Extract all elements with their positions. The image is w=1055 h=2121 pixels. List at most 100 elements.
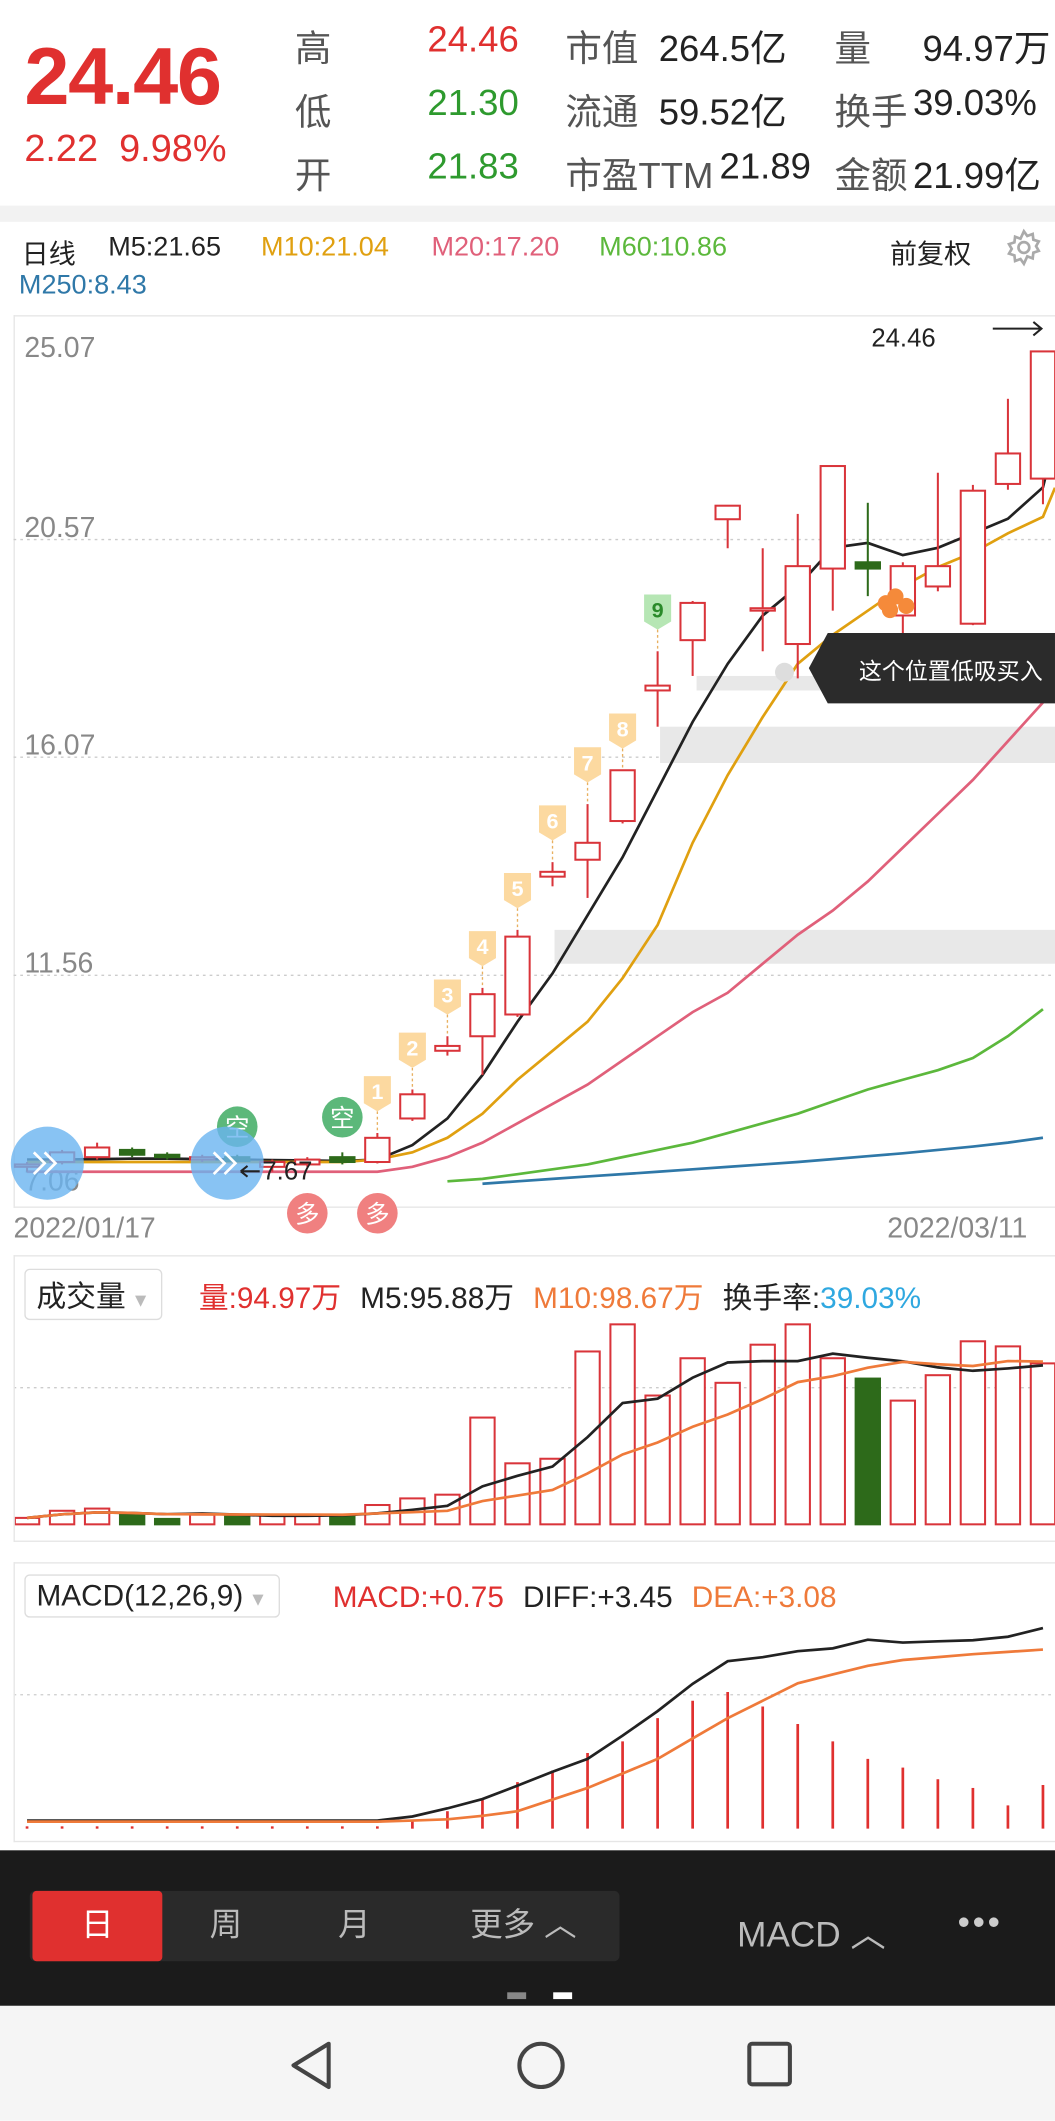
quote-value: 59.52亿 — [658, 91, 787, 133]
quote-value: 21.99亿 — [912, 155, 1041, 197]
candle — [644, 651, 671, 727]
dropdown-icon: ▼ — [248, 1587, 268, 1610]
countdown-label: 8 — [617, 716, 629, 741]
candle-body — [469, 993, 496, 1038]
candle — [329, 1152, 356, 1165]
quote-label: 换手 — [834, 91, 908, 133]
gear-icon[interactable] — [1004, 227, 1045, 274]
candle-body — [434, 1044, 461, 1052]
recent-apps-icon[interactable] — [744, 2038, 798, 2092]
chevrons-icon — [32, 1151, 58, 1175]
price-axis-label: 16.07 — [24, 729, 95, 761]
candle-body — [118, 1148, 146, 1156]
divider — [0, 205, 1055, 222]
volume-legend: 量:94.97万 M5:95.88万 M10:98.67万 换手率:39.03% — [199, 1274, 921, 1317]
quote-value: 21.89 — [719, 146, 811, 187]
countdown-label: 2 — [406, 1036, 418, 1061]
quote-label: 低 — [294, 91, 332, 133]
candle — [118, 1147, 146, 1158]
macd-panel[interactable] — [13, 1562, 1055, 1843]
volume-bar — [784, 1323, 811, 1526]
price-axis-label: 11.56 — [24, 948, 93, 980]
support-zone — [660, 726, 1055, 763]
signal-label: 多 — [365, 1202, 389, 1229]
candle-body — [539, 870, 566, 878]
quote-label: 量 — [834, 28, 872, 69]
turnover-value: 39.03% — [820, 1280, 922, 1315]
start-date: 2022/01/17 — [13, 1213, 156, 1245]
volume-bar — [118, 1513, 146, 1526]
price-axis-label: 25.07 — [24, 332, 95, 364]
macd-value: MACD:+0.75 — [332, 1579, 504, 1614]
indicator-menu-button[interactable]: MACD ︿ — [737, 1913, 886, 1955]
candle — [504, 929, 531, 1017]
macd-indicator-selector[interactable]: MACD(12,26,9) ▼ — [24, 1574, 280, 1618]
candle-body — [504, 935, 531, 1016]
candle-body — [609, 769, 636, 823]
countdown-marker — [468, 931, 496, 967]
ma-legend-m10: M10:21.04 — [261, 232, 389, 263]
volume-bar — [469, 1416, 496, 1526]
candle — [924, 472, 952, 592]
volume-bar — [644, 1394, 671, 1526]
volume-bar — [749, 1343, 776, 1526]
candle-body — [294, 1158, 321, 1166]
signal-label: 多 — [295, 1202, 319, 1229]
ma-line-m250 — [482, 1136, 1044, 1186]
volume-ma10-line — [26, 1359, 1043, 1520]
period-label[interactable]: 日线 — [21, 240, 76, 271]
tooltip-bubble — [808, 632, 1055, 704]
quote-label: 流通 — [565, 91, 639, 133]
quote-value: 21.83 — [427, 146, 519, 187]
ma-legend-m20: M20:17.20 — [431, 232, 560, 263]
volume-value: 量:94.97万 — [198, 1280, 342, 1315]
candle — [784, 513, 811, 679]
arrow-right-icon — [992, 321, 1044, 337]
kline-chart[interactable]: 25.0720.5716.0711.567.06123456789空空多多7.6… — [0, 0, 1055, 1839]
ma-legend-m5: M5:21.65 — [108, 232, 221, 263]
more-options-button[interactable]: ••• — [957, 1901, 1003, 1943]
tab-more[interactable]: 更多 ︿ — [470, 1907, 577, 1944]
candle — [1029, 350, 1055, 505]
arrow-left-icon — [240, 1165, 260, 1178]
quote-label: 市盈TTM — [565, 155, 714, 197]
drag-handle-icon[interactable] — [10, 1126, 84, 1200]
quote-value: 264.5亿 — [658, 28, 787, 69]
candle — [153, 1152, 181, 1160]
tab-month[interactable]: 月 — [338, 1907, 371, 1944]
support-zone — [554, 929, 1055, 964]
volume-panel[interactable] — [13, 1255, 1055, 1542]
period-tabs: 日 周 月 更多 ︿ — [29, 1890, 620, 1962]
volume-bar — [609, 1323, 636, 1526]
selector-label: MACD(12,26,9) — [36, 1578, 244, 1613]
volume-indicator-selector[interactable]: 成交量 ▼ — [24, 1268, 163, 1321]
diff-value: DIFF:+3.45 — [523, 1579, 673, 1614]
home-icon[interactable] — [514, 2038, 568, 2092]
quote-label: 金额 — [834, 155, 908, 197]
candlestick-panel[interactable] — [13, 315, 1055, 1208]
dea-value: DEA:+3.08 — [691, 1579, 837, 1614]
quote-label: 市值 — [565, 28, 639, 69]
ma-legend-m250: M250:8.43 — [18, 270, 147, 301]
candle-body — [574, 841, 601, 861]
dropdown-icon: ▼ — [131, 1288, 150, 1311]
ma-line-m5 — [27, 438, 1055, 1163]
marker-dot — [881, 601, 899, 619]
tab-week[interactable]: 周 — [209, 1907, 243, 1944]
dea-line — [27, 1648, 1044, 1823]
adjust-mode[interactable]: 前复权 — [889, 240, 972, 271]
candle-body — [399, 1093, 426, 1120]
chevrons-icon — [212, 1151, 238, 1175]
volume-bar — [153, 1517, 181, 1526]
volume-bar — [679, 1357, 706, 1526]
page-indicator-dot — [507, 1992, 527, 2000]
candle — [294, 1157, 321, 1167]
back-icon[interactable] — [284, 2038, 338, 2092]
countdown-marker — [433, 979, 461, 1015]
drag-handle-icon[interactable] — [190, 1126, 264, 1200]
candle — [994, 398, 1022, 490]
tab-day[interactable]: 日 — [32, 1890, 163, 1962]
candle — [399, 1089, 426, 1121]
countdown-label: 5 — [511, 876, 523, 901]
